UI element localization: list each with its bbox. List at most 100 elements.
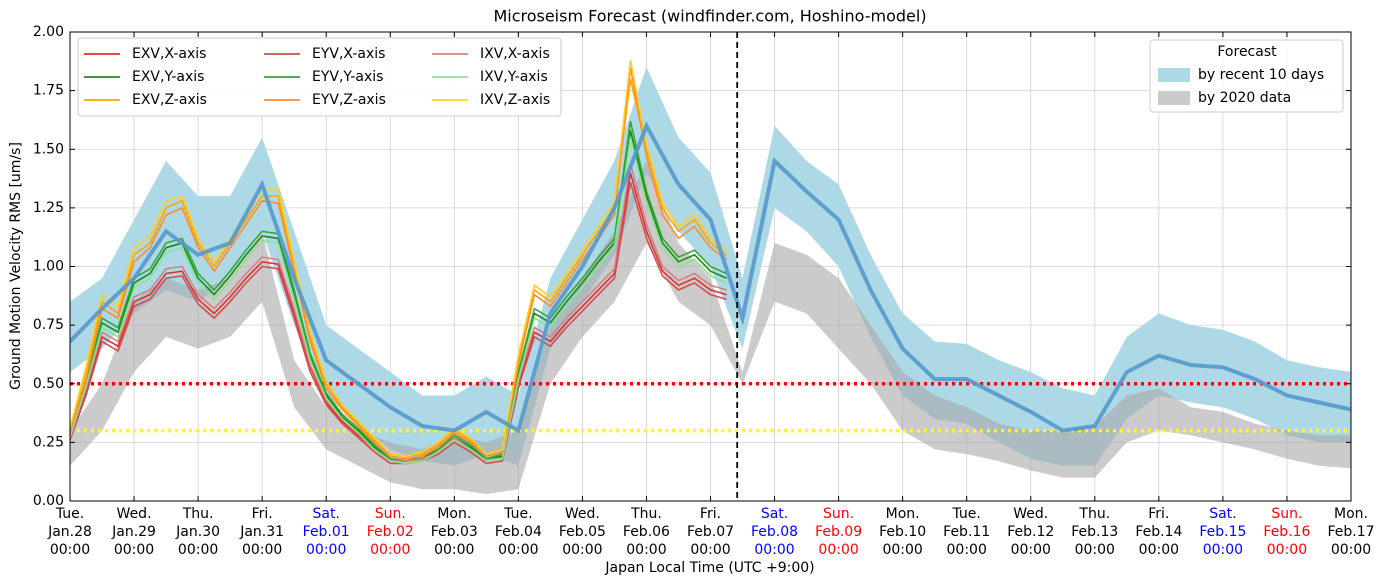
x-tick-label: 00:00 [1331, 542, 1371, 558]
x-tick-label: Tue. [55, 506, 84, 522]
x-tick-label: Jan.31 [239, 524, 284, 540]
x-tick-label: 00:00 [434, 542, 474, 558]
legend-label: IXV,Y-axis [480, 69, 548, 85]
x-tick-label: Sat. [761, 506, 788, 522]
legend-label: IXV,X-axis [480, 46, 550, 62]
x-tick-label: Feb.08 [751, 524, 798, 540]
x-tick-label: Jan.29 [111, 524, 156, 540]
x-tick-label: 00:00 [818, 542, 858, 558]
x-tick-label: Feb.16 [1263, 524, 1310, 540]
legend-label: EXV,X-axis [132, 46, 206, 62]
legend: EXV,X-axis EXV,Y-axis EXV,Z-axis EYV,X-axis… [77, 37, 562, 117]
x-tick-label: Sat. [1209, 506, 1236, 522]
x-tick-label: 00:00 [50, 542, 90, 558]
x-tick-label: Thu. [182, 506, 214, 522]
x-tick-label: Feb.17 [1327, 524, 1374, 540]
x-tick-label: 00:00 [626, 542, 666, 558]
x-tick-label: Mon. [437, 506, 471, 522]
x-tick-label: 00:00 [690, 542, 730, 558]
x-tick-label: 00:00 [242, 542, 282, 558]
y-tick-label: 1.00 [33, 259, 64, 275]
series-line [70, 163, 727, 462]
x-tick-label: Feb.07 [687, 524, 734, 540]
x-tick-label: 00:00 [562, 542, 602, 558]
x-tick-label: Feb.01 [303, 524, 350, 540]
legend-box [77, 37, 562, 117]
legend-box [1149, 39, 1344, 113]
x-tick-label: Sat. [312, 506, 339, 522]
x-tick-label: 00:00 [114, 542, 154, 558]
x-tick-label: 00:00 [306, 542, 346, 558]
x-tick-label: Fri. [700, 506, 721, 522]
x-tick-label: Feb.02 [367, 524, 414, 540]
x-tick-label: Feb.12 [1007, 524, 1054, 540]
x-tick-label: Jan.30 [175, 524, 220, 540]
legend-label: EYV,Z-axis [312, 92, 386, 108]
legend-swatch [1158, 68, 1190, 82]
legend-swatch [1158, 91, 1190, 105]
x-tick-label: 00:00 [1011, 542, 1051, 558]
series-line [70, 137, 727, 465]
x-tick-label: Feb.04 [495, 524, 542, 540]
x-tick-label: Jan.28 [47, 524, 92, 540]
x-tick-label: 00:00 [178, 542, 218, 558]
y-tick-label: 1.75 [33, 83, 64, 99]
x-tick-label: Feb.15 [1199, 524, 1246, 540]
x-tick-label: Thu. [1078, 506, 1110, 522]
x-tick-label: Sun. [1271, 506, 1302, 522]
x-tick-label: Feb.10 [879, 524, 926, 540]
x-tick-label: 00:00 [1267, 542, 1307, 558]
x-axis-label: Japan Local Time (UTC +9:00) [604, 560, 814, 576]
x-tick-label: Sun. [823, 506, 854, 522]
x-tick-label: 00:00 [1139, 542, 1179, 558]
x-tick-label: Feb.13 [1071, 524, 1118, 540]
y-tick-label: 1.50 [33, 141, 64, 157]
x-tick-label: 00:00 [1203, 542, 1243, 558]
forecast-line [70, 121, 1351, 434]
x-tick-label: Wed. [1013, 506, 1048, 522]
series-line [70, 67, 727, 460]
series-line [70, 59, 727, 458]
y-tick-label: 0.75 [33, 317, 64, 333]
y-tick-label: 0.25 [33, 434, 64, 450]
x-tick-label: Sun. [375, 506, 406, 522]
x-tick-label: Wed. [565, 506, 600, 522]
x-tick-label: Wed. [117, 506, 152, 522]
x-tick-label: Tue. [952, 506, 981, 522]
x-tick-label: Feb.03 [431, 524, 478, 540]
legend-label: EYV,Y-axis [312, 69, 383, 85]
x-tick-label: Feb.05 [559, 524, 606, 540]
forecast-legend: Forecast by recent 10 days by 2020 data [1149, 39, 1344, 113]
x-tick-label: 00:00 [498, 542, 538, 558]
legend-label: EXV,Y-axis [132, 69, 204, 85]
x-tick-label: 00:00 [947, 542, 987, 558]
y-tick-label: 0.00 [33, 493, 64, 509]
x-tick-label: Fri. [1148, 506, 1169, 522]
x-tick-label: 00:00 [1075, 542, 1115, 558]
x-tick-label: Fri. [252, 506, 273, 522]
series-line [70, 181, 727, 465]
legend-label: by 2020 data [1198, 90, 1291, 106]
x-tick-label: Thu. [630, 506, 662, 522]
x-tick-label: Mon. [886, 506, 920, 522]
x-tick-label: 00:00 [882, 542, 922, 558]
x-tick-label: Mon. [1334, 506, 1368, 522]
x-tick-label: Feb.09 [815, 524, 862, 540]
x-tick-label: Feb.06 [623, 524, 670, 540]
chart-title: Microseism Forecast (windfinder.com, Hos… [493, 7, 926, 26]
legend-label: IXV,Z-axis [480, 92, 550, 108]
legend-label: EXV,Z-axis [132, 92, 207, 108]
y-axis-label: Ground Motion Velocity RMS [um/s] [8, 142, 24, 390]
x-tick-label: Tue. [503, 506, 532, 522]
x-tick-label: 00:00 [370, 542, 410, 558]
legend-label: by recent 10 days [1198, 67, 1324, 83]
x-tick-label: Feb.11 [943, 524, 990, 540]
y-tick-label: 2.00 [33, 24, 64, 40]
legend-label: EYV,X-axis [312, 46, 385, 62]
x-tick-label: 00:00 [754, 542, 794, 558]
y-tick-label: 0.50 [33, 376, 64, 392]
x-tick-label: Feb.14 [1135, 524, 1182, 540]
legend-title: Forecast [1217, 44, 1277, 60]
y-tick-label: 1.25 [33, 200, 64, 216]
